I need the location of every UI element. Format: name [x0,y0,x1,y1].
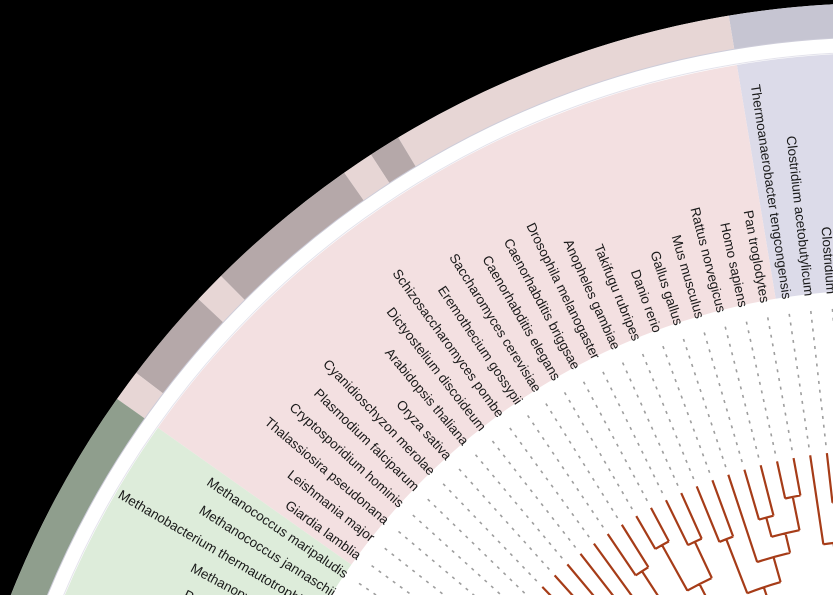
ring-segment-8 [10,398,145,595]
ring-segment-0 [728,4,833,50]
ring-inner-edge-line [47,37,833,595]
leader-dash-27 [380,544,446,595]
leader-dash-25 [408,511,503,595]
leader-dash-10 [681,333,727,468]
leader-dash-7 [744,316,777,454]
leader-dash-8 [723,321,760,458]
leader-dash-17 [542,398,619,519]
tree-branches [541,452,833,595]
sector-bacteria [736,54,833,299]
leader-dash-12 [639,349,695,480]
outer-ring [10,4,833,595]
ring-segment-5 [198,276,245,323]
leader-dash-4 [809,305,827,446]
leader-dash-20 [488,436,577,548]
leader-dash-5 [787,308,810,448]
leader-dash-11 [660,341,711,474]
leader-dash-9 [702,327,743,463]
ring-segment-1 [398,15,735,167]
leader-dashes [354,303,833,595]
ring-segment-3 [344,154,390,201]
leader-dash-29 [354,579,378,595]
sector-outer-edge-line [63,52,833,595]
sector-eukaryota [157,64,776,565]
leader-dash-26 [394,527,475,595]
leader-dash-15 [580,376,648,502]
ring-segment-6 [136,299,224,394]
leader-dash-23 [439,479,538,582]
leader-dash-28 [367,562,414,595]
edge-guide-lines [47,37,833,595]
leader-dash-16 [561,387,633,510]
leader-dash-22 [455,464,550,570]
ring-segment-2 [370,137,416,184]
cladogram-branches [541,452,833,595]
ring-segment-7 [117,372,164,419]
leader-dash-19 [506,423,590,538]
leader-dash-6 [766,312,793,451]
sector-archaea [64,427,352,595]
leader-dash-18 [524,410,604,528]
leader-dash-24 [423,495,526,594]
group-sectors [64,54,833,595]
leader-dash-13 [619,357,679,487]
leader-dash-21 [471,450,563,559]
ring-segment-4 [220,172,364,301]
leader-dash-14 [600,366,664,494]
